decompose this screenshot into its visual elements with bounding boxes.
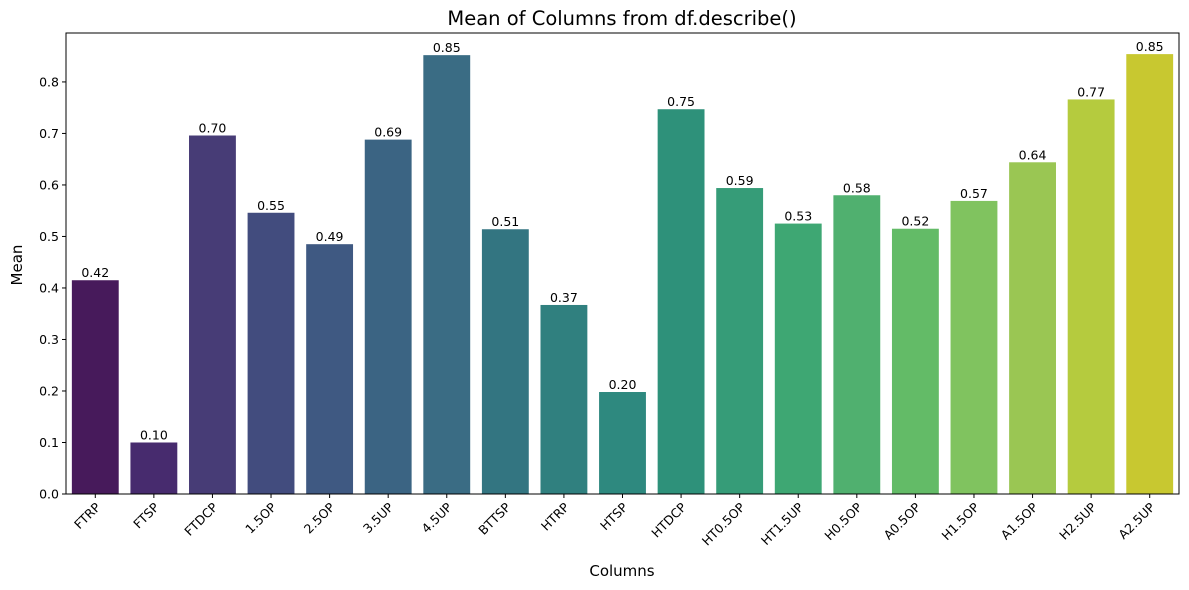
data-label-H0.5OP: 0.58	[843, 180, 871, 195]
data-label-HT1.5UP: 0.53	[784, 209, 812, 224]
bar-H0.5OP	[833, 195, 881, 494]
x-tick-label: BTTSP	[475, 499, 514, 538]
y-tick-label: 0.0	[39, 487, 59, 502]
data-label-FTRP: 0.42	[81, 265, 109, 280]
data-label-H2.5UP: 0.77	[1077, 84, 1105, 99]
bar-HT1.5UP	[774, 223, 822, 495]
x-tick-label: H1.5OP	[938, 499, 982, 543]
y-tick-label: 0.4	[39, 280, 59, 295]
x-tick-label: HTRP	[538, 499, 572, 533]
bar-H1.5OP	[950, 200, 998, 495]
y-axis: 0.0 0.1 0.2 0.3 0.4 0.5 0.6 0.7 0.8	[39, 74, 66, 502]
y-tick-label: 0.6	[39, 177, 59, 192]
bar-FTSP	[130, 442, 178, 494]
bar-FTDCP	[189, 135, 236, 494]
x-tick-label: HT0.5OP	[699, 499, 748, 548]
bar-A1.5OP	[1009, 162, 1056, 495]
bar-HT0.5OP	[716, 188, 764, 494]
bar-3.5UP	[364, 139, 412, 494]
x-tick-label: H0.5OP	[821, 499, 865, 543]
data-label-HTSP: 0.20	[609, 377, 637, 392]
data-label-HTDCP: 0.75	[667, 94, 695, 109]
data-label-A0.5OP: 0.52	[901, 214, 929, 229]
bar-A2.5UP	[1126, 54, 1174, 494]
bar-A0.5OP	[891, 228, 939, 494]
x-tick-label: 1.5OP	[242, 499, 279, 536]
y-axis-title: Mean	[8, 245, 26, 286]
x-tick-label: 2.5OP	[301, 499, 338, 536]
bar-2.5OP	[306, 244, 354, 494]
y-tick-label: 0.8	[39, 74, 59, 89]
y-tick-label: 0.5	[39, 229, 59, 244]
data-label-FTSP: 0.10	[140, 427, 168, 442]
x-tick-label: A1.5OP	[998, 499, 1041, 542]
x-axis-title: Columns	[589, 562, 654, 580]
data-label-A2.5UP: 0.85	[1136, 39, 1164, 54]
x-tick-label: HTSP	[597, 499, 631, 533]
x-tick-label: 3.5UP	[360, 499, 397, 536]
x-tick-label: HT1.5UP	[758, 499, 807, 548]
data-label-BTTSP: 0.51	[491, 214, 519, 229]
x-tick-label: A2.5UP	[1115, 499, 1158, 542]
y-tick-label: 0.3	[39, 332, 59, 347]
x-tick-label: HTDCP	[648, 499, 689, 540]
y-tick-label: 0.2	[39, 383, 59, 398]
bar-BTTSP	[481, 229, 529, 494]
y-tick-label: 0.1	[39, 435, 59, 450]
x-tick-label: FTRP	[71, 499, 104, 532]
data-label-HTRP: 0.37	[550, 290, 578, 305]
chart-title: Mean of Columns from df.describe()	[447, 7, 796, 30]
x-tick-label: H2.5UP	[1056, 499, 1099, 542]
x-tick-label: 4.5UP	[418, 499, 455, 536]
data-label-A1.5OP: 0.64	[1019, 147, 1047, 162]
x-axis: FTRP FTSP FTDCP 1.5OP 2.5OP 3.5UP 4.5UP BTTSP HT…	[71, 494, 1158, 549]
bar-H2.5UP	[1067, 99, 1115, 495]
x-tick-label: FTSP	[130, 499, 162, 531]
bar-4.5UP	[423, 55, 471, 495]
bar-HTSP	[599, 392, 646, 494]
y-tick-label: 0.7	[39, 126, 59, 141]
data-label-4.5UP: 0.85	[433, 40, 461, 55]
x-tick-label: FTDCP	[181, 499, 221, 539]
data-label-H1.5OP: 0.57	[960, 186, 988, 201]
data-label-HT0.5OP: 0.59	[726, 173, 754, 188]
bar-HTRP	[540, 304, 588, 494]
bar-FTRP	[71, 280, 119, 494]
data-label-3.5UP: 0.69	[374, 125, 402, 140]
data-label-FTDCP: 0.70	[199, 121, 227, 136]
bars-group: 0.42 0.10 0.70 0.55 0.49 0.69 0.85 0.51 0.37 0.20…	[71, 39, 1174, 495]
data-label-2.5OP: 0.49	[316, 229, 344, 244]
data-label-1.5OP: 0.55	[257, 198, 285, 213]
bar-1.5OP	[247, 212, 295, 494]
plot-frame	[65, 32, 1180, 495]
x-tick-label: A0.5OP	[881, 499, 924, 542]
bar-HTDCP	[657, 109, 705, 495]
